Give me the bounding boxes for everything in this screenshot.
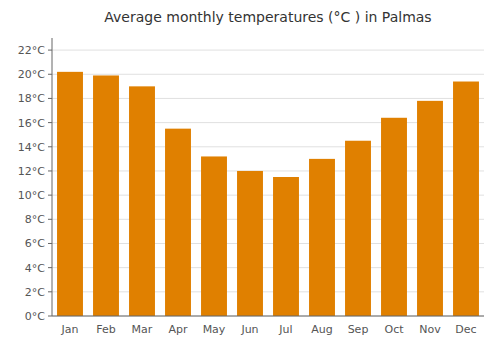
y-tick-label: 4°C bbox=[25, 262, 45, 275]
x-tick-label: Mar bbox=[132, 323, 153, 336]
y-tick-label: 16°C bbox=[18, 117, 45, 130]
x-tick-label: Jan bbox=[61, 323, 79, 336]
y-tick bbox=[48, 122, 52, 123]
y-tick-label: 18°C bbox=[18, 92, 45, 105]
x-tick-label: Jul bbox=[278, 323, 292, 336]
y-axis: 0°C 2°C 4°C 6°C 8°C 10°C 12°C 14°C 16°C 18°C 20°C 2… bbox=[18, 38, 52, 323]
bar bbox=[165, 129, 191, 316]
y-tick bbox=[48, 50, 52, 51]
x-tick-label: Jun bbox=[240, 323, 258, 336]
chart: Average monthly temperatures (°C ) in Pa… bbox=[0, 0, 500, 350]
y-tick bbox=[48, 219, 52, 220]
y-tick-label: 22°C bbox=[18, 44, 45, 57]
grid bbox=[52, 50, 484, 316]
x-axis: Jan Feb Mar Apr May Jun Jul Aug Sep Oct Nov Dec bbox=[52, 316, 484, 336]
x-tick-label: Aug bbox=[311, 323, 332, 336]
y-tick-label: 8°C bbox=[25, 213, 45, 226]
bar bbox=[345, 141, 371, 316]
bar bbox=[417, 101, 443, 316]
x-tick-label: May bbox=[203, 323, 226, 336]
grid-line bbox=[52, 50, 484, 51]
y-tick bbox=[48, 170, 52, 171]
y-tick-label: 0°C bbox=[25, 310, 45, 323]
y-tick bbox=[48, 98, 52, 99]
chart-container: Average monthly temperatures (°C ) in Pa… bbox=[0, 0, 500, 350]
y-tick-label: 14°C bbox=[18, 141, 45, 154]
title: Average monthly temperatures (°C ) in Pa… bbox=[104, 9, 431, 25]
x-tick-label: Dec bbox=[455, 323, 476, 336]
x-tick-label: Nov bbox=[419, 323, 441, 336]
x-tick-label: Apr bbox=[168, 323, 188, 336]
y-tick-label: 2°C bbox=[25, 286, 45, 299]
y-tick bbox=[48, 195, 52, 196]
x-tick-label: Sep bbox=[348, 323, 369, 336]
bar bbox=[93, 75, 119, 316]
bar bbox=[57, 72, 83, 316]
x-axis-line bbox=[52, 316, 484, 317]
y-tick bbox=[48, 146, 52, 147]
bar bbox=[237, 171, 263, 316]
y-tick-label: 10°C bbox=[18, 189, 45, 202]
y-tick bbox=[48, 74, 52, 75]
bar bbox=[381, 118, 407, 316]
bar bbox=[309, 159, 335, 316]
y-tick-label: 12°C bbox=[18, 165, 45, 178]
bar bbox=[201, 156, 227, 316]
x-tick-label: Oct bbox=[384, 323, 404, 336]
bar bbox=[453, 82, 479, 316]
bars bbox=[57, 72, 479, 316]
y-tick bbox=[48, 316, 52, 317]
grid-line bbox=[52, 316, 484, 317]
bar bbox=[273, 177, 299, 316]
y-tick bbox=[48, 267, 52, 268]
y-tick-label: 20°C bbox=[18, 68, 45, 81]
x-tick-label: Feb bbox=[96, 323, 115, 336]
y-tick bbox=[48, 291, 52, 292]
y-axis-line bbox=[52, 38, 53, 316]
y-tick-label: 6°C bbox=[25, 237, 45, 250]
grid-line bbox=[52, 74, 484, 75]
y-tick bbox=[48, 243, 52, 244]
bar bbox=[129, 86, 155, 316]
